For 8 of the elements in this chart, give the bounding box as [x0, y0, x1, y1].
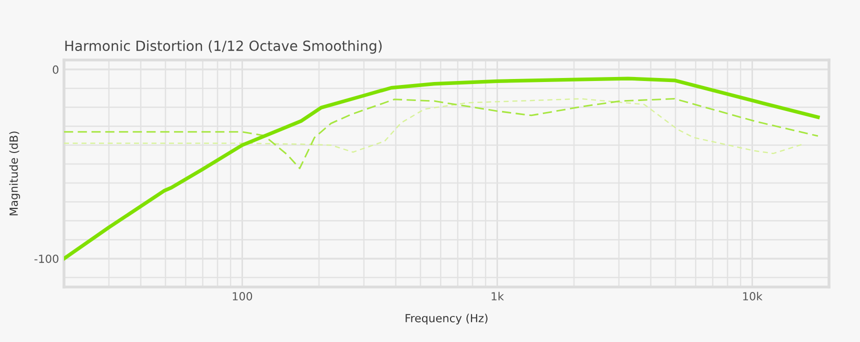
y-tick-label: -100 [34, 254, 58, 264]
chart-title: Harmonic Distortion (1/12 Octave Smoothing) [65, 40, 382, 54]
x-tick-label: 10k [743, 292, 762, 300]
x-axis-title: Frequency (Hz) [406, 314, 488, 324]
x-tick-label: 100 [232, 292, 252, 300]
y-axis-title: Magnitude (dB) [9, 132, 20, 216]
y-tick-label: 0 [52, 65, 58, 74]
x-tick-label: 1k [492, 292, 504, 300]
